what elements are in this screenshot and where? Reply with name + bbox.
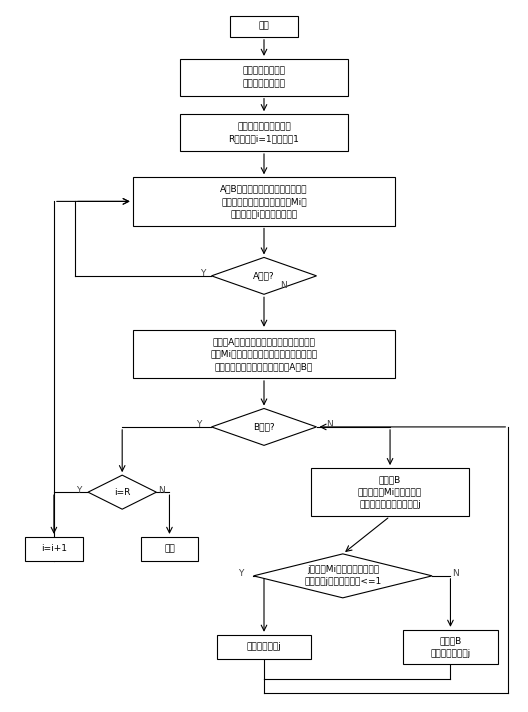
Polygon shape xyxy=(253,554,432,598)
FancyBboxPatch shape xyxy=(230,16,298,37)
Text: 选集合A中此资源块优先级最高的家庭用户
加入Mi。若有多个，则选对可着此色的所有
家庭用户干扰最小的加入，更新A、B。: 选集合A中此资源块优先级最高的家庭用户 加入Mi。若有多个，则选对可着此色的所有… xyxy=(211,337,317,371)
FancyBboxPatch shape xyxy=(140,537,199,561)
Polygon shape xyxy=(88,475,156,509)
Text: B为空?: B为空? xyxy=(253,422,275,431)
Text: N: N xyxy=(280,281,287,290)
Polygon shape xyxy=(212,409,316,446)
FancyBboxPatch shape xyxy=(180,114,348,151)
Text: Y: Y xyxy=(238,569,243,578)
Text: Y: Y xyxy=(77,486,82,495)
FancyBboxPatch shape xyxy=(312,468,469,516)
Text: 从集合B
中删去家庭用户j: 从集合B 中删去家庭用户j xyxy=(430,636,470,657)
FancyBboxPatch shape xyxy=(133,177,395,226)
Text: 开始: 开始 xyxy=(259,21,269,31)
Text: i=i+1: i=i+1 xyxy=(41,545,67,553)
Polygon shape xyxy=(212,258,316,294)
Text: 初始化，资源块总数为
R，资源块i=1，即颜色1: 初始化，资源块总数为 R，资源块i=1，即颜色1 xyxy=(229,122,299,143)
FancyBboxPatch shape xyxy=(403,629,498,664)
FancyBboxPatch shape xyxy=(25,537,83,561)
Text: N: N xyxy=(158,486,165,495)
Text: 结束: 结束 xyxy=(164,545,175,553)
FancyBboxPatch shape xyxy=(133,330,395,378)
Text: j加入后Mi中每个家庭用户和
家庭用户j的实际总权重<=1: j加入后Mi中每个家庭用户和 家庭用户j的实际总权重<=1 xyxy=(304,565,381,586)
Text: Y: Y xyxy=(196,420,201,429)
Text: N: N xyxy=(326,420,333,429)
Text: 对每个家庭用户进
行信道优先级排序: 对每个家庭用户进 行信道优先级排序 xyxy=(242,66,286,88)
Text: 从集合B
中选对集合Mi中的各家庭
用户干扰最小的家庭用户j: 从集合B 中选对集合Mi中的各家庭 用户干扰最小的家庭用户j xyxy=(358,475,422,509)
Text: A、B分别为可使用此色且还未着任
何色和已着色的家庭用户集，Mi为
共享资源块i的家庭用户集。: A、B分别为可使用此色且还未着任 何色和已着色的家庭用户集，Mi为 共享资源块i… xyxy=(220,184,308,219)
Text: 加入家庭用户j: 加入家庭用户j xyxy=(247,642,281,651)
Text: Y: Y xyxy=(200,269,205,278)
FancyBboxPatch shape xyxy=(216,634,312,659)
Text: N: N xyxy=(452,569,459,578)
Text: A为空?: A为空? xyxy=(253,271,275,281)
FancyBboxPatch shape xyxy=(180,59,348,95)
Text: i=R: i=R xyxy=(114,488,130,497)
